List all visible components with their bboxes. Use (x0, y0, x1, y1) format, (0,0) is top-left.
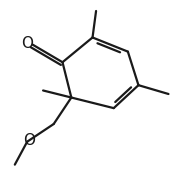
Text: O: O (23, 133, 35, 148)
Text: O: O (21, 36, 33, 51)
